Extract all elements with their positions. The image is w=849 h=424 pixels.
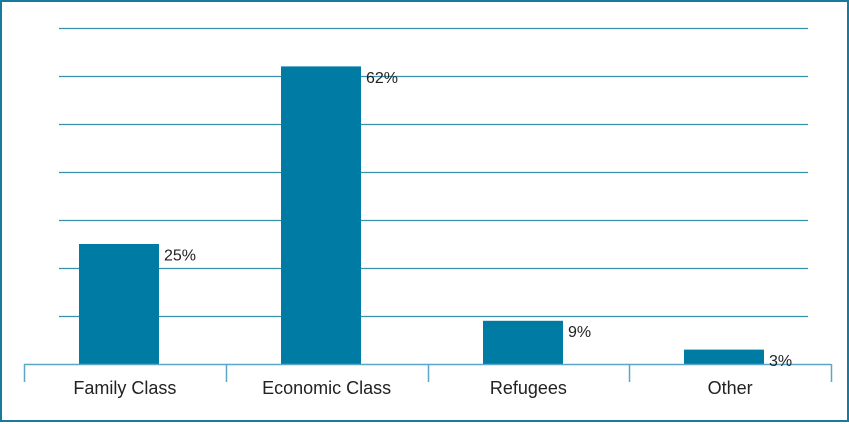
data-label: 25% — [164, 247, 196, 264]
data-label: 62% — [366, 70, 398, 87]
data-label: 9% — [568, 324, 591, 341]
labels: 25% Family Class 62% Economic Class 9% Refuge… — [73, 70, 792, 398]
bar-economic-class — [281, 66, 361, 365]
bars — [79, 66, 764, 365]
x-tick-label: Economic Class — [262, 378, 391, 398]
x-tick-label: Other — [708, 378, 753, 398]
gridlines — [59, 27, 808, 318]
x-axis — [23, 363, 833, 382]
x-tick-label: Refugees — [490, 378, 567, 398]
bar-family-class — [79, 244, 159, 364]
bar-refugees — [483, 320, 563, 364]
data-label: 3% — [769, 353, 792, 370]
x-tick-label: Family Class — [73, 378, 176, 398]
bar-other — [684, 349, 764, 364]
